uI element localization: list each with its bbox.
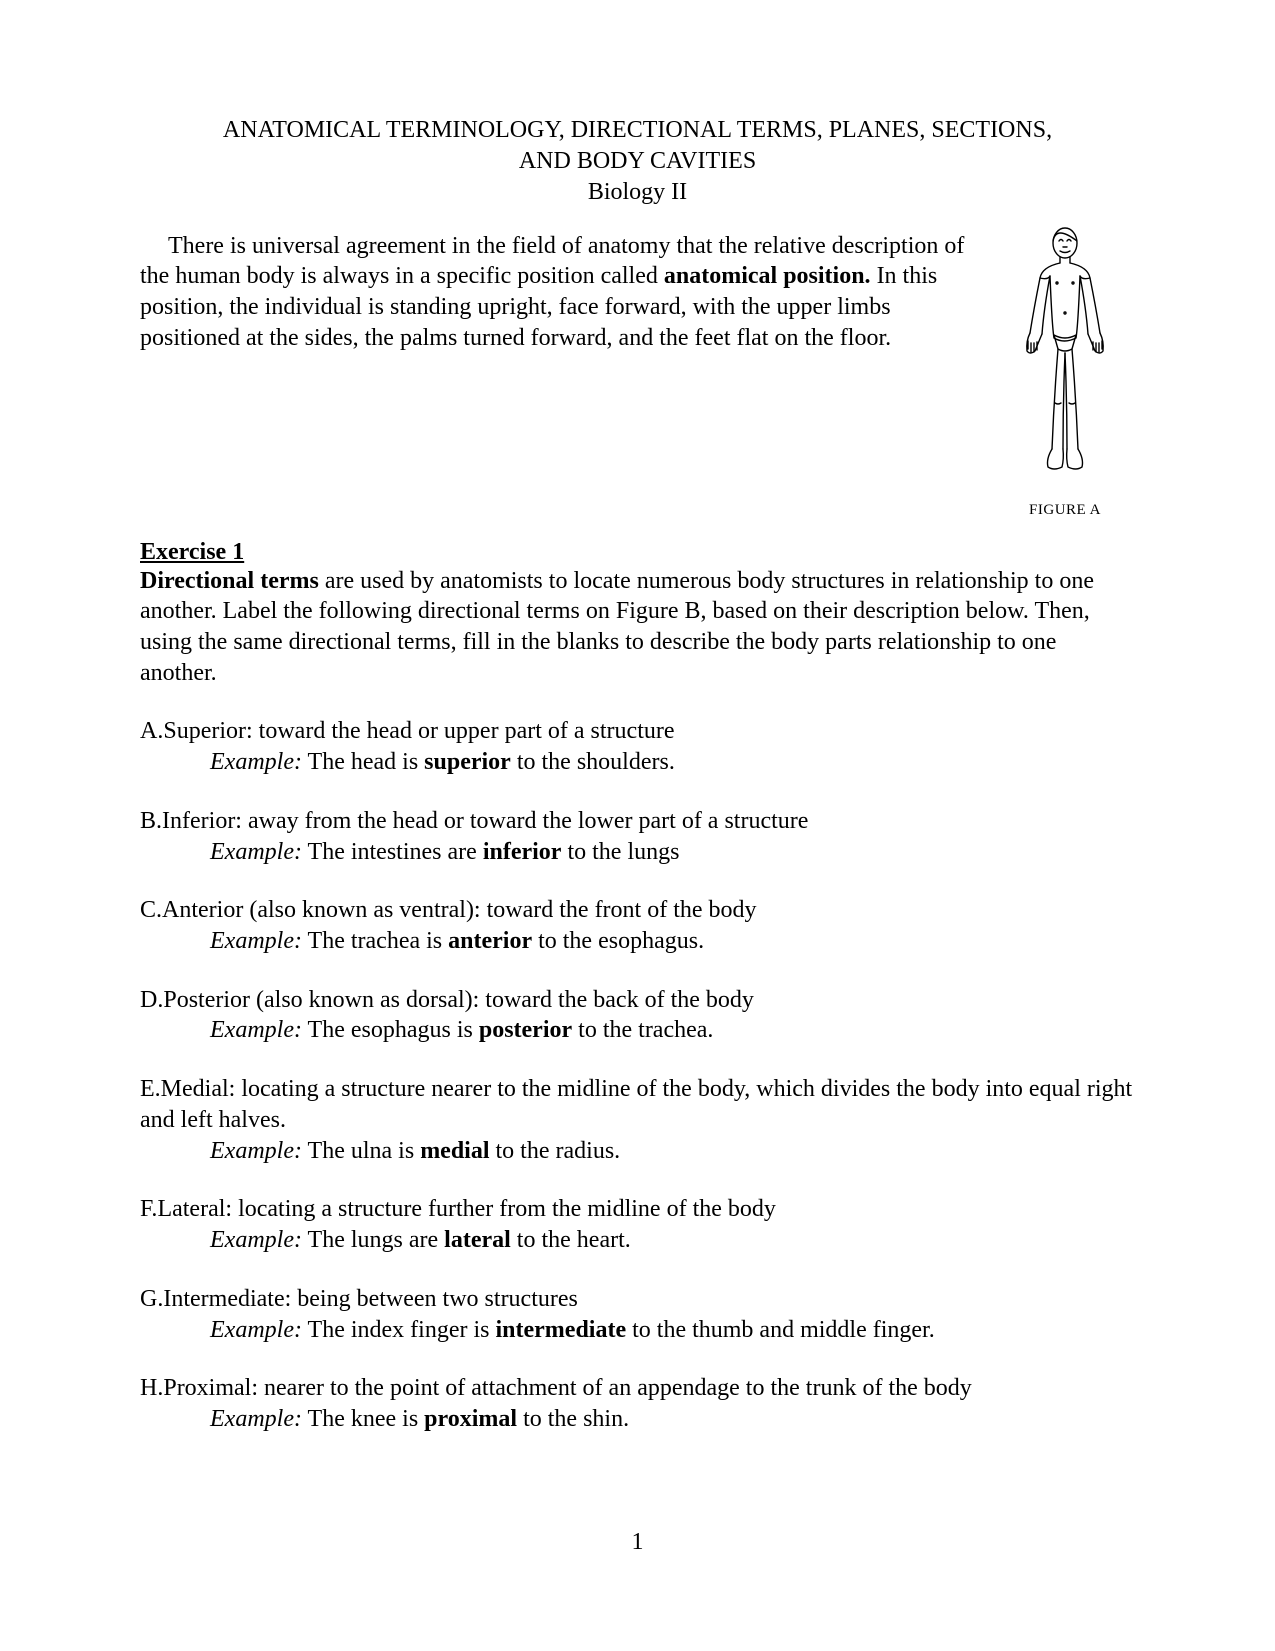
term-def-tail: (also known as ventral): toward the fron… <box>243 897 756 923</box>
term-name: Medial: <box>161 1076 236 1102</box>
term-def-tail: toward the head or upper part of a struc… <box>253 718 675 744</box>
term-def-tail: being between two structures <box>291 1286 578 1312</box>
term-letter: E. <box>140 1076 161 1102</box>
example-pre: The knee is <box>302 1406 424 1432</box>
term-example: Example: The esophagus is posterior to t… <box>140 1015 1135 1046</box>
term-definition: E.Medial: locating a structure nearer to… <box>140 1074 1135 1135</box>
term-example: Example: The head is superior to the sho… <box>140 747 1135 778</box>
term-name: Intermediate: <box>163 1286 291 1312</box>
example-post: to the trachea. <box>572 1017 713 1043</box>
example-pre: The head is <box>302 749 424 775</box>
title-line-2: AND BODY CAVITIES <box>140 146 1135 177</box>
term-definition: G.Intermediate: being between two struct… <box>140 1284 1135 1315</box>
example-pre: The intestines are <box>302 839 483 865</box>
example-bold: medial <box>420 1138 489 1164</box>
title-line-1: ANATOMICAL TERMINOLOGY, DIRECTIONAL TERM… <box>140 115 1135 146</box>
title-line-3: Biology II <box>140 177 1135 208</box>
term-letter: D. <box>140 987 163 1013</box>
term-name: Anterior <box>162 897 243 923</box>
example-label: Example: <box>210 1406 302 1432</box>
example-bold: posterior <box>479 1017 572 1043</box>
term-example: Example: The intestines are inferior to … <box>140 837 1135 868</box>
term-letter: G. <box>140 1286 163 1312</box>
term-definition: B.Inferior: away from the head or toward… <box>140 806 1135 837</box>
term-definition: D.Posterior (also known as dorsal): towa… <box>140 985 1135 1016</box>
example-bold: lateral <box>444 1227 511 1253</box>
example-pre: The trachea is <box>302 928 448 954</box>
term-letter: H. <box>140 1375 163 1401</box>
exercise-heading: Exercise 1 <box>140 539 1135 566</box>
term-def-tail: (also known as dorsal): toward the back … <box>250 987 754 1013</box>
example-post: to the heart. <box>511 1227 631 1253</box>
term-block: B.Inferior: away from the head or toward… <box>140 806 1135 867</box>
term-block: C.Anterior (also known as ventral): towa… <box>140 895 1135 956</box>
example-post: to the thumb and middle finger. <box>626 1317 935 1343</box>
term-letter: C. <box>140 897 162 923</box>
example-bold: superior <box>424 749 511 775</box>
example-label: Example: <box>210 749 302 775</box>
example-label: Example: <box>210 1227 302 1253</box>
term-example: Example: The trachea is anterior to the … <box>140 926 1135 957</box>
figure-a: FIGURE A <box>995 223 1135 519</box>
intro-bold-term: anatomical position. <box>664 263 871 289</box>
term-def-tail: away from the head or toward the lower p… <box>242 808 808 834</box>
term-def-tail: locating a structure nearer to the midli… <box>140 1076 1132 1133</box>
example-bold: proximal <box>424 1406 517 1432</box>
example-pre: The esophagus is <box>302 1017 479 1043</box>
term-block: F.Lateral: locating a structure further … <box>140 1194 1135 1255</box>
anatomical-figure-icon <box>1010 223 1120 493</box>
example-label: Example: <box>210 1017 302 1043</box>
term-block: G.Intermediate: being between two struct… <box>140 1284 1135 1345</box>
exercise-instructions: Directional terms are used by anatomists… <box>140 566 1135 689</box>
term-block: E.Medial: locating a structure nearer to… <box>140 1074 1135 1166</box>
term-letter: B. <box>140 808 162 834</box>
term-name: Proximal: <box>163 1375 258 1401</box>
term-name: Posterior <box>163 987 250 1013</box>
example-post: to the lungs <box>561 839 679 865</box>
term-name: Lateral: <box>157 1196 232 1222</box>
term-example: Example: The knee is proximal to the shi… <box>140 1404 1135 1435</box>
example-post: to the shin. <box>517 1406 629 1432</box>
example-bold: anterior <box>448 928 532 954</box>
figure-caption: FIGURE A <box>995 502 1135 519</box>
term-def-tail: nearer to the point of attachment of an … <box>258 1375 972 1401</box>
document-page: ANATOMICAL TERMINOLOGY, DIRECTIONAL TERM… <box>0 0 1275 1651</box>
term-definition: H.Proximal: nearer to the point of attac… <box>140 1373 1135 1404</box>
term-def-tail: locating a structure further from the mi… <box>232 1196 776 1222</box>
intro-paragraph: There is universal agreement in the fiel… <box>140 231 995 354</box>
term-definition: A.Superior: toward the head or upper par… <box>140 716 1135 747</box>
term-definition: F.Lateral: locating a structure further … <box>140 1194 1135 1225</box>
term-name: Superior: <box>163 718 252 744</box>
example-pre: The ulna is <box>302 1138 420 1164</box>
term-definition: C.Anterior (also known as ventral): towa… <box>140 895 1135 926</box>
term-example: Example: The index finger is intermediat… <box>140 1315 1135 1346</box>
example-label: Example: <box>210 928 302 954</box>
term-name: Inferior: <box>162 808 242 834</box>
terms-list: A.Superior: toward the head or upper par… <box>140 716 1135 1434</box>
example-post: to the shoulders. <box>511 749 675 775</box>
example-pre: The index finger is <box>302 1317 496 1343</box>
intro-row: There is universal agreement in the fiel… <box>140 231 1135 519</box>
term-block: H.Proximal: nearer to the point of attac… <box>140 1373 1135 1434</box>
term-example: Example: The ulna is medial to the radiu… <box>140 1136 1135 1167</box>
example-bold: intermediate <box>495 1317 626 1343</box>
title-block: ANATOMICAL TERMINOLOGY, DIRECTIONAL TERM… <box>140 115 1135 209</box>
instructions-bold: Directional terms <box>140 568 319 594</box>
term-letter: F. <box>140 1196 157 1222</box>
example-label: Example: <box>210 1317 302 1343</box>
example-label: Example: <box>210 1138 302 1164</box>
term-block: D.Posterior (also known as dorsal): towa… <box>140 985 1135 1046</box>
example-label: Example: <box>210 839 302 865</box>
example-bold: inferior <box>483 839 562 865</box>
term-block: A.Superior: toward the head or upper par… <box>140 716 1135 777</box>
example-post: to the radius. <box>490 1138 621 1164</box>
term-example: Example: The lungs are lateral to the he… <box>140 1225 1135 1256</box>
example-pre: The lungs are <box>302 1227 444 1253</box>
page-number: 1 <box>0 1529 1275 1556</box>
example-post: to the esophagus. <box>532 928 704 954</box>
term-letter: A. <box>140 718 163 744</box>
